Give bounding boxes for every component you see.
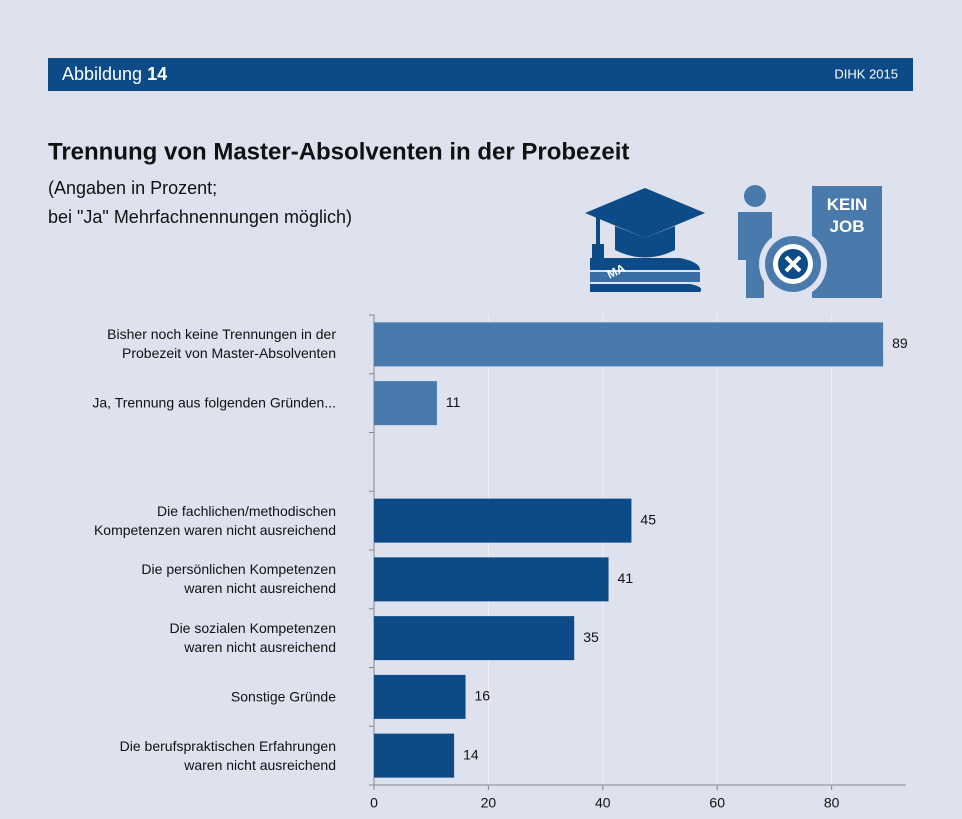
bar (374, 557, 609, 602)
bar (374, 674, 466, 719)
header-source: DIHK 2015 (834, 66, 898, 81)
x-tick-label: 40 (595, 795, 611, 811)
y-tick-label: Bisher noch keine Trennungen in der Prob… (107, 326, 336, 362)
value-label: 14 (463, 746, 479, 762)
chart-title: Trennung von Master-Absolventen in der P… (48, 138, 629, 165)
y-tick-label: Sonstige Gründe (230, 688, 336, 705)
y-tick-label: Die berufspraktischen Erfahrungen waren … (119, 737, 336, 773)
value-label: 89 (892, 335, 908, 351)
value-label: 41 (618, 570, 634, 586)
x-tick-label: 60 (709, 795, 725, 811)
bar (374, 381, 437, 426)
value-label: 16 (475, 688, 491, 704)
bar (374, 616, 575, 661)
chart-subtitle: (Angaben in Prozent; bei "Ja" Mehrfachne… (48, 178, 352, 227)
y-tick-label: Die persönlichen Kompetenzen waren nicht… (141, 561, 336, 597)
bar (374, 498, 632, 543)
x-tick-label: 0 (370, 795, 378, 811)
box-label: KEIN JOB (827, 195, 868, 236)
header-label: Abbildung (62, 64, 142, 84)
header-number: 14 (147, 64, 167, 84)
x-tick-label: 20 (481, 795, 497, 811)
y-tick-label: Die sozialen Kompetenzen waren nicht aus… (169, 620, 336, 656)
value-label: 45 (640, 511, 656, 527)
header-label: Abbildung 14 (62, 64, 167, 84)
bar (374, 733, 455, 778)
header-bar (48, 58, 913, 91)
value-label: 35 (583, 629, 599, 645)
bar (374, 322, 884, 367)
y-tick-label: Die fachlichen/methodischen Kompetenzen … (93, 502, 336, 538)
book-icon: MA (585, 188, 705, 292)
job-icon: KEIN JOB (738, 185, 882, 298)
box-label: KEIN JOB (827, 195, 868, 236)
x-tick-label: 80 (824, 795, 840, 811)
y-tick-label: Ja, Trennung aus folgenden Gründen... (92, 394, 336, 411)
value-label: 11 (446, 394, 461, 410)
